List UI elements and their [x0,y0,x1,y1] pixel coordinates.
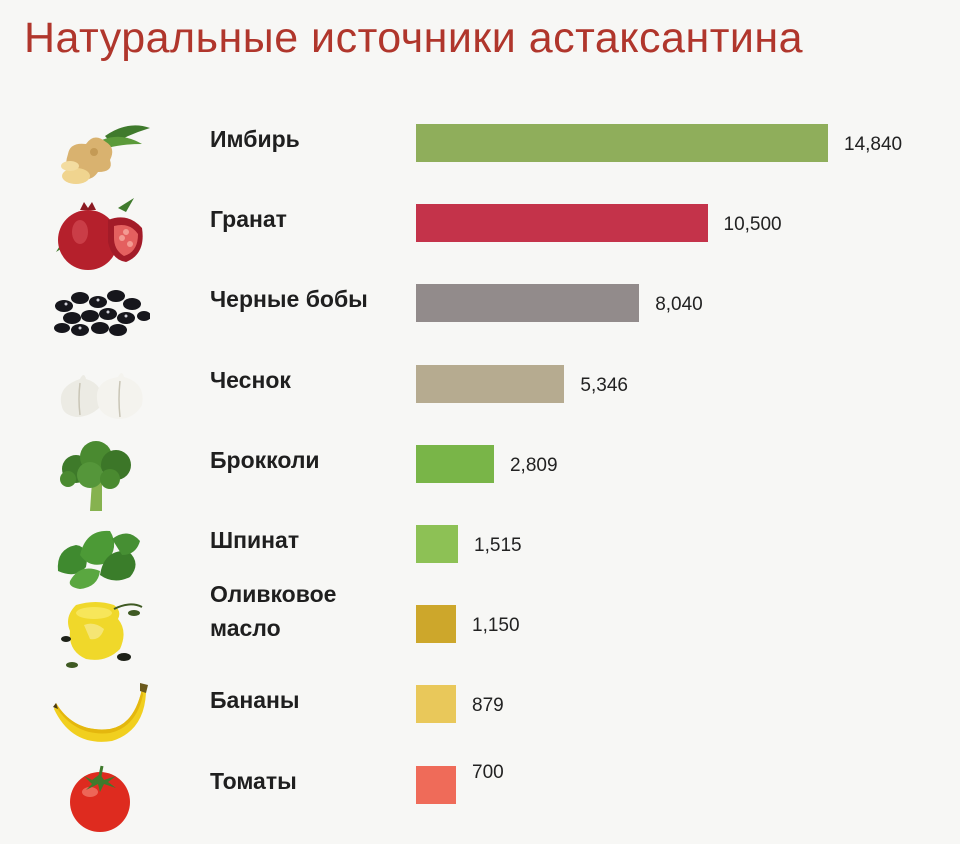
data-label: 1,515 [474,535,522,556]
chart-row: Томаты 700 [0,761,960,844]
category-label-line: масло [210,615,281,642]
category-label-line: Бананы [210,687,300,714]
bar [416,204,708,243]
data-label: 8,040 [655,294,703,316]
category-label-line: Черные бобы [210,286,368,313]
category-label-line: Брокколи [210,446,320,473]
ginger-icon [50,114,150,194]
category-label: Брокколи [210,443,320,477]
chart-row: Чеснок 5,346 [0,363,960,443]
category-label: Томаты [210,764,297,798]
chart-row: Имбирь 14,840 [0,122,960,202]
chart-row: Бананы 879 [0,683,960,763]
data-label: 2,809 [509,454,558,476]
bar [416,444,494,483]
chart-row: Черные бобы 8,040 [0,282,960,362]
chart-row: Брокколи 2,809 [0,440,960,523]
category-label: Чеснок [210,363,291,397]
category-label-line: Чеснок [210,366,291,393]
bar [416,605,456,644]
data-label: 879 [472,695,504,717]
bar [416,525,459,563]
black-beans-icon [50,274,150,354]
data-label: 5,346 [580,374,628,396]
data-label: 10,500 [723,214,782,236]
spinach-icon [50,515,150,595]
chart-row: Оливковое масло 1,150 [0,581,960,683]
category-label: Имбирь [210,122,300,156]
category-label-line: Гранат [210,206,287,233]
category-label-line: Шпинат [210,527,300,553]
tomato-icon [50,756,150,836]
category-label: Черные бобы [210,282,368,316]
banana-icon [50,675,150,755]
data-label: 1,150 [472,615,520,637]
bar [416,124,828,162]
olive-oil-icon [50,595,150,675]
data-label: 14,840 [844,134,903,155]
chart-row: Шпинат 1,515 [0,523,960,603]
pomegranate-icon [50,194,150,274]
category-label: Оливковое масло [210,577,336,645]
bar [416,284,640,323]
data-label: 700 [472,761,504,783]
bar [416,685,456,724]
bar [416,364,565,403]
chart-row: Гранат 10,500 [0,198,960,282]
category-label: Шпинат [210,523,299,557]
bar [416,765,456,804]
chart-title: Натуральные источники астаксантина [24,14,804,62]
garlic-icon [50,355,150,435]
category-label-line: Имбирь [210,126,300,152]
category-label-line: Томаты [210,767,297,794]
broccoli-icon [50,435,150,515]
category-label: Гранат [210,202,287,236]
category-label: Бананы [210,683,300,717]
category-label-line: Оливковое [210,581,337,608]
